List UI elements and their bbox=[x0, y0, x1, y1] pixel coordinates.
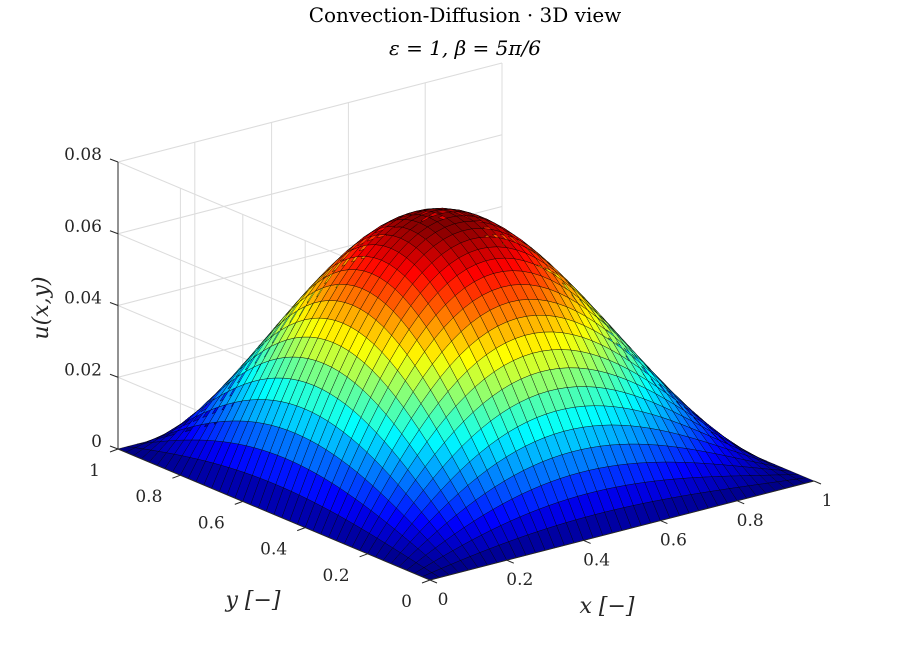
surface-layer bbox=[117, 207, 815, 581]
z-tick-label: 0.08 bbox=[64, 145, 102, 165]
z-tick-label: 0.06 bbox=[64, 217, 102, 237]
y-tick-label: 0.2 bbox=[323, 566, 350, 586]
y-tick-mark bbox=[297, 527, 306, 532]
y-axis-label: y [−] bbox=[224, 588, 280, 613]
z-tick-mark bbox=[109, 302, 119, 306]
y-axis-line bbox=[117, 448, 431, 581]
x-tick-mark bbox=[660, 520, 668, 525]
y-tick-mark bbox=[234, 500, 243, 505]
y-tick-label: 0.6 bbox=[198, 513, 225, 533]
y-tick-label: 0.4 bbox=[260, 540, 287, 560]
y-tick-mark bbox=[359, 553, 368, 558]
z-tick-mark bbox=[109, 158, 119, 163]
grid-line-back-x bbox=[117, 62, 503, 163]
axis-layer: 0 0.2 0.4 0.6 0.8 1 0 0.2 0.4 0.6 0.8 1 0 0.02 0.04 0.0… bbox=[64, 145, 832, 612]
z-tick-mark bbox=[109, 230, 119, 235]
x-tick-mark bbox=[506, 559, 514, 564]
chart-title: Convection-Diffusion · 3D view bbox=[309, 3, 622, 27]
x-tick-mark bbox=[429, 579, 438, 584]
y-tick-mark bbox=[172, 474, 181, 479]
x-tick-label: 1 bbox=[822, 491, 833, 511]
x-axis-label: x [−] bbox=[580, 594, 635, 619]
z-axis-label: u(x,y) bbox=[29, 276, 54, 339]
grid-line-back-x bbox=[117, 134, 503, 235]
x-tick-label: 0.6 bbox=[660, 531, 687, 551]
z-tick-mark bbox=[109, 445, 119, 450]
x-axis-line bbox=[429, 480, 815, 581]
x-tick-label: 0.2 bbox=[506, 570, 533, 590]
x-tick-label: 0 bbox=[438, 590, 449, 610]
chart-subtitle: ε = 1, β = 5π/6 bbox=[389, 36, 541, 60]
z-tick-label: 0.02 bbox=[64, 360, 102, 380]
x-tick-label: 0.4 bbox=[583, 550, 610, 570]
y-tick-label: 1 bbox=[89, 461, 100, 481]
x-tick-label: 0.8 bbox=[737, 511, 764, 531]
x-tick-mark bbox=[737, 500, 745, 505]
y-tick-mark bbox=[109, 448, 119, 453]
y-tick-mark bbox=[421, 579, 431, 584]
y-tick-label: 0.8 bbox=[135, 487, 162, 507]
y-tick-label: 0 bbox=[401, 592, 412, 612]
x-tick-mark bbox=[813, 480, 822, 485]
z-tick-label: 0.04 bbox=[64, 289, 102, 309]
z-tick-label: 0 bbox=[91, 432, 102, 452]
z-tick-mark bbox=[109, 373, 119, 378]
x-tick-mark bbox=[583, 539, 591, 544]
